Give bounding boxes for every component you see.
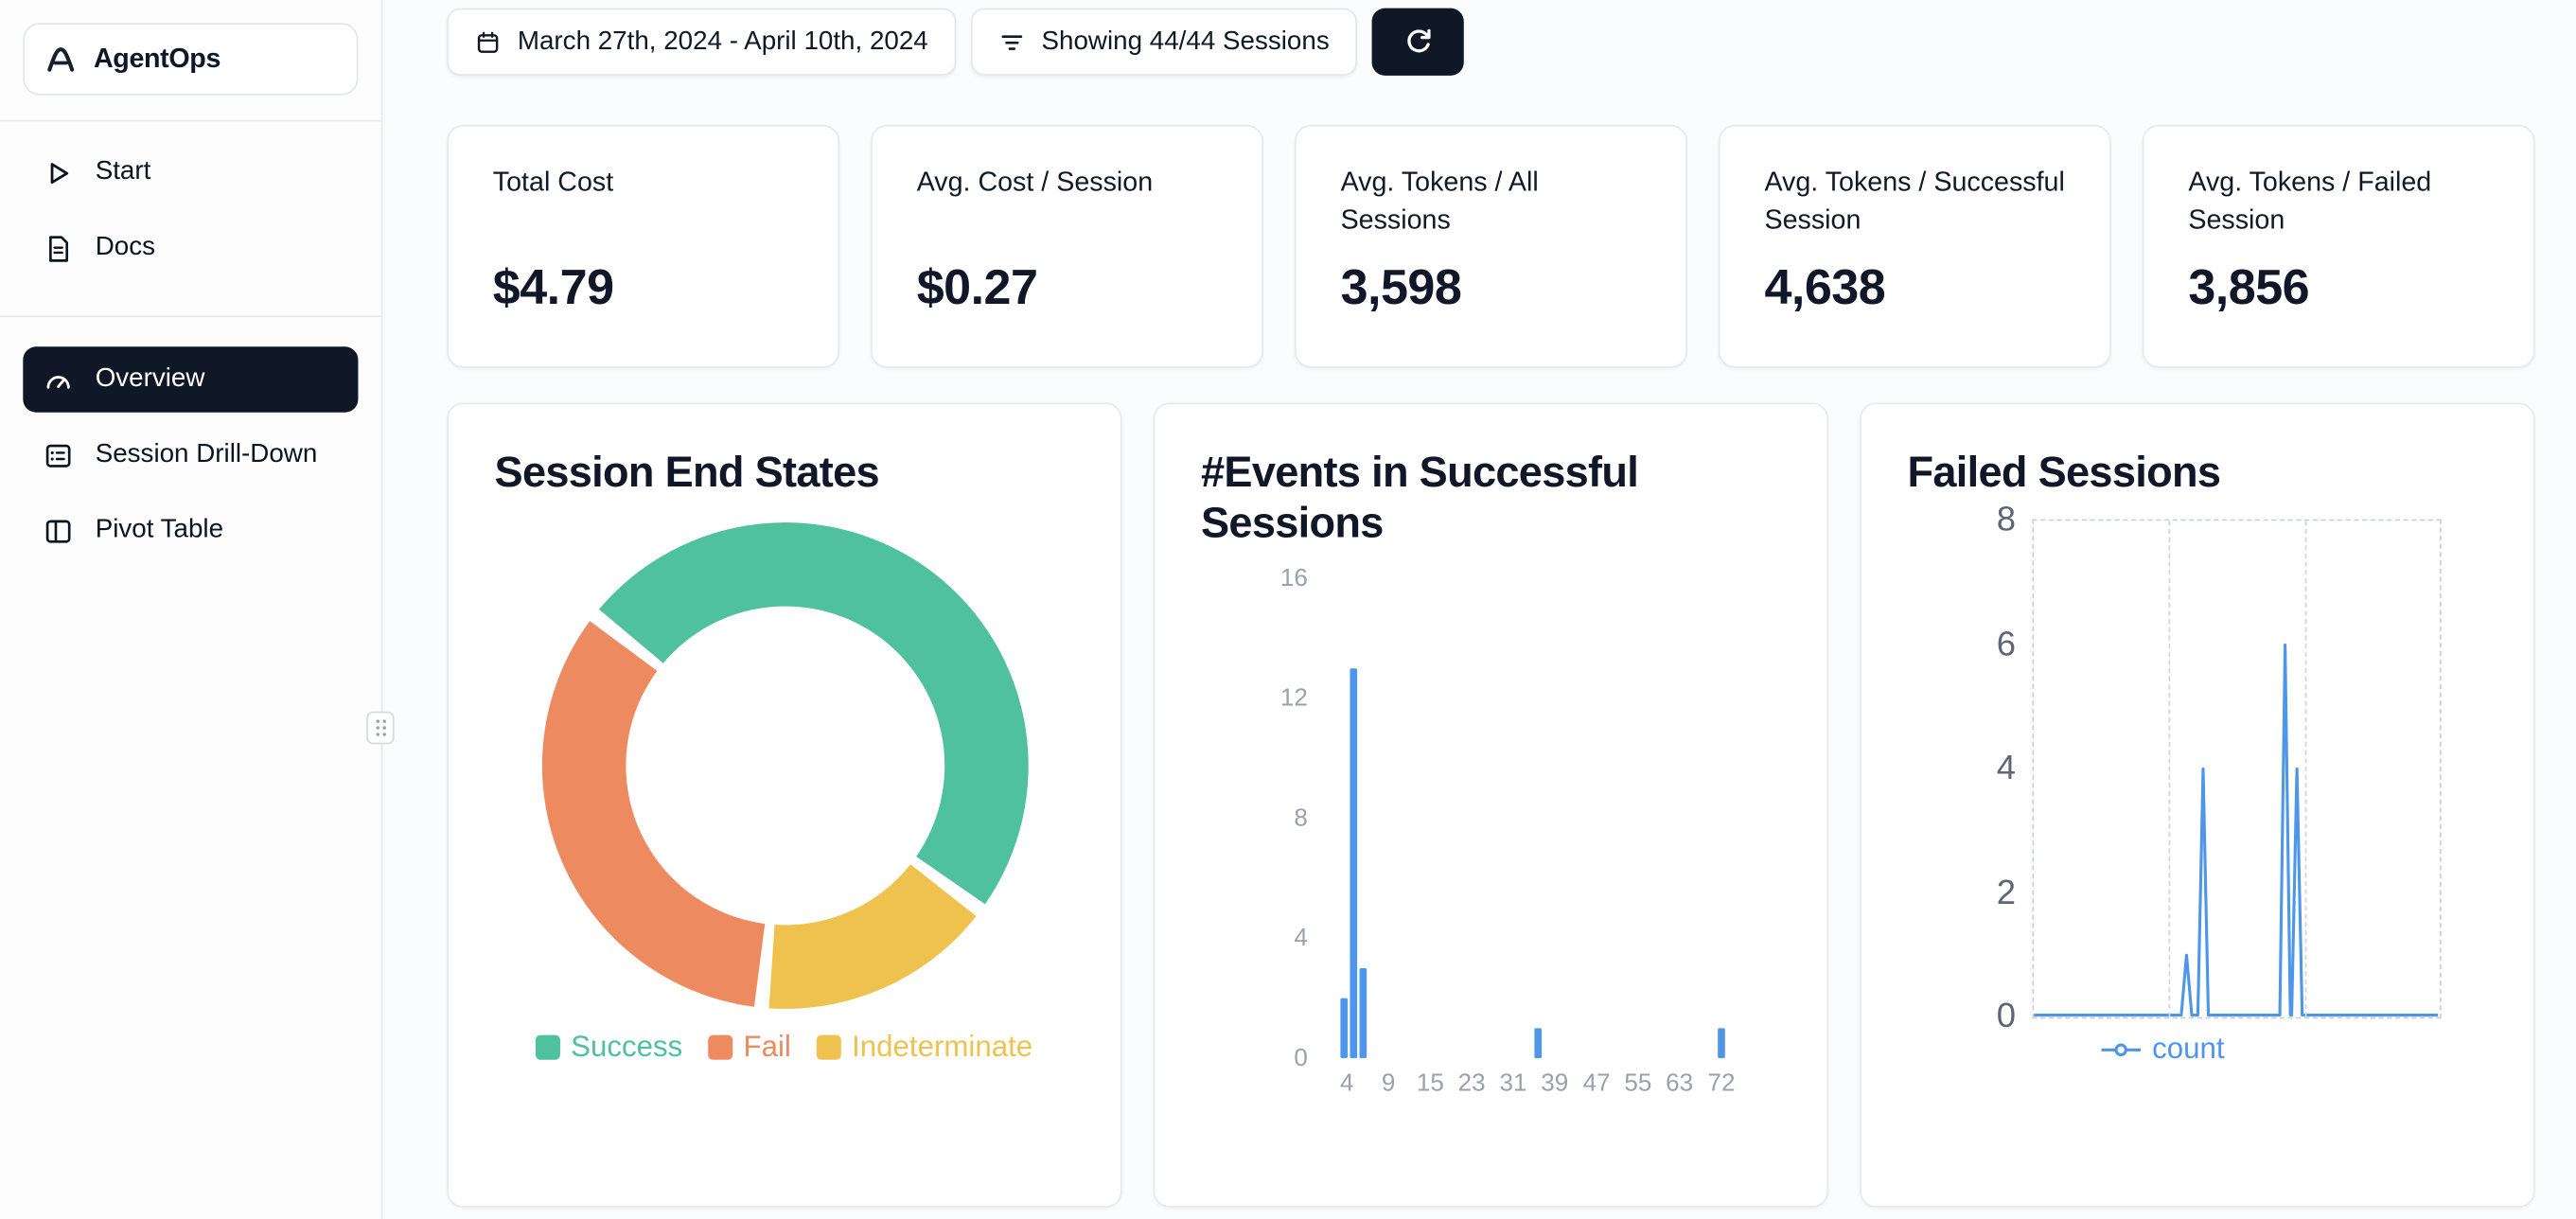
brand-logo-box[interactable]: AgentOps <box>23 23 359 96</box>
stat-label: Avg. Tokens / All Sessions <box>1340 168 1539 236</box>
filter-icon <box>1001 34 1023 49</box>
stat-label: Avg. Tokens / Failed Session <box>2188 168 2432 236</box>
y-tick-label: 4 <box>1294 924 1308 953</box>
document-icon <box>49 235 69 261</box>
count-legend-label: count <box>2152 1032 2225 1065</box>
stat-label: Avg. Tokens / Successful Session <box>1764 168 2065 236</box>
y-tick-label: 4 <box>1996 749 2017 787</box>
x-tick-label: 15 <box>1416 1069 1444 1098</box>
donut-chart[interactable] <box>495 521 1075 1010</box>
stat-value: $4.79 <box>492 261 614 316</box>
sidebar-resize-handle[interactable] <box>366 711 395 745</box>
charts-row: Session End States Success Fail <box>447 402 2535 1208</box>
topbar: March 27th, 2024 - April 10th, 2024 Show… <box>447 8 2534 76</box>
sessions-filter-button[interactable]: Showing 44/44 Sessions <box>970 8 1358 76</box>
date-range-label: March 27th, 2024 - April 10th, 2024 <box>517 26 928 56</box>
legend-item-indeterminate[interactable]: Indeterminate <box>817 1030 1033 1064</box>
y-tick-label: 8 <box>1294 804 1308 833</box>
y-tick-label: 16 <box>1279 564 1308 592</box>
sidebar-item-label: Pivot Table <box>95 516 224 544</box>
stat-label: Total Cost <box>492 168 614 198</box>
columns-icon <box>45 519 71 542</box>
sidebar-item-overview[interactable]: Overview <box>23 346 359 413</box>
x-tick-label: 55 <box>1624 1069 1652 1098</box>
x-tick-label: 4 <box>1340 1069 1354 1098</box>
drag-dots-icon <box>375 719 386 736</box>
line-svg <box>2034 643 2439 1017</box>
failed-sessions-line-chart[interactable]: 0 2 4 6 8 <box>1997 501 2442 1035</box>
sidebar-item-label: Session Drill-Down <box>95 440 318 468</box>
sidebar-divider <box>0 119 381 122</box>
chart-title: Failed Sessions <box>1907 447 2221 497</box>
y-tick-label: 2 <box>1996 873 2017 911</box>
y-tick-label: 0 <box>1294 1044 1308 1072</box>
gridline <box>2168 521 2171 1017</box>
chart-title: Session End States <box>494 447 880 497</box>
refresh-icon <box>1406 28 1431 53</box>
legend-item-fail[interactable]: Fail <box>709 1030 791 1064</box>
failed-sessions-card: Failed Sessions 0 2 4 6 8 count <box>1860 402 2535 1208</box>
legend-label: Indeterminate <box>852 1030 1033 1064</box>
stat-value: 3,598 <box>1340 261 1462 316</box>
x-tick-label: 63 <box>1666 1069 1694 1098</box>
x-tick-label: 39 <box>1541 1069 1569 1098</box>
play-icon <box>50 162 69 184</box>
gauge-icon <box>46 375 70 388</box>
stat-card-avg-cost-session: Avg. Cost / Session $0.27 <box>871 124 1263 368</box>
stat-card-avg-tokens-successful: Avg. Tokens / Successful Session 4,638 <box>1718 124 2111 368</box>
line-marker-icon <box>2101 1042 2142 1056</box>
calendar-icon <box>477 30 499 53</box>
stat-card-avg-tokens-failed: Avg. Tokens / Failed Session 3,856 <box>2142 124 2535 368</box>
stat-value: 3,856 <box>2188 261 2310 316</box>
count-legend[interactable]: count <box>2101 1032 2487 1066</box>
y-tick-label: 12 <box>1279 684 1308 713</box>
list-icon <box>45 443 71 467</box>
sidebar-item-label: Start <box>95 157 151 186</box>
stat-label: Avg. Cost / Session <box>916 168 1154 198</box>
stat-value: 4,638 <box>1764 261 1886 316</box>
legend-swatch <box>536 1034 561 1060</box>
date-range-button[interactable]: March 27th, 2024 - April 10th, 2024 <box>447 8 957 76</box>
x-tick-label: 31 <box>1499 1069 1527 1098</box>
y-tick-label: 6 <box>1996 625 2017 663</box>
stat-value: $0.27 <box>916 261 1038 316</box>
events-bar-chart[interactable]: 0 4 8 12 16 4 9 15 23 31 39 47 55 63 72 <box>1280 564 1807 1097</box>
agentops-logo-icon <box>47 47 75 72</box>
bars-svg <box>1340 668 1725 1058</box>
donut-legend: Success Fail Indeterminate <box>495 1030 1075 1064</box>
y-tick-label: 0 <box>1996 997 2017 1035</box>
sidebar-item-label: Docs <box>95 233 155 262</box>
sessions-filter-label: Showing 44/44 Sessions <box>1041 26 1330 56</box>
sidebar-item-session-drill-down[interactable]: Session Drill-Down <box>23 422 358 487</box>
legend-label: Fail <box>743 1030 791 1064</box>
donut-svg <box>541 522 1028 1009</box>
x-tick-label: 9 <box>1381 1069 1396 1098</box>
stat-card-avg-tokens-all: Avg. Tokens / All Sessions 3,598 <box>1294 124 1687 368</box>
chart-title: #Events in Successful Sessions <box>1201 447 1639 548</box>
main-content: March 27th, 2024 - April 10th, 2024 Show… <box>382 0 2576 1219</box>
events-in-successful-sessions-card: #Events in Successful Sessions 0 4 8 12 16 4 9… <box>1153 402 1829 1208</box>
legend-swatch <box>709 1034 734 1060</box>
sidebar-divider <box>0 315 381 318</box>
x-tick-label: 72 <box>1707 1069 1736 1098</box>
session-end-states-card: Session End States Success Fail <box>447 402 1122 1208</box>
x-tick-label: 23 <box>1457 1069 1486 1098</box>
x-tick-label: 47 <box>1582 1069 1611 1098</box>
gridline <box>2303 521 2306 1017</box>
legend-item-success[interactable]: Success <box>536 1030 683 1064</box>
sidebar-item-docs[interactable]: Docs <box>23 215 358 280</box>
legend-label: Success <box>571 1030 683 1064</box>
sidebar: AgentOps Start Docs Overview <box>0 0 395 1219</box>
sidebar-item-label: Overview <box>95 364 205 393</box>
refresh-button[interactable] <box>1371 8 1465 76</box>
stat-card-total-cost: Total Cost $4.79 <box>447 124 840 368</box>
stat-cards-row: Total Cost $4.79 Avg. Cost / Session $0.… <box>447 124 2535 368</box>
brand-name: AgentOps <box>93 44 221 74</box>
legend-swatch <box>817 1034 842 1060</box>
sidebar-item-start[interactable]: Start <box>23 140 358 205</box>
y-tick-label: 8 <box>1996 501 2017 539</box>
sidebar-item-pivot-table[interactable]: Pivot Table <box>23 498 358 563</box>
